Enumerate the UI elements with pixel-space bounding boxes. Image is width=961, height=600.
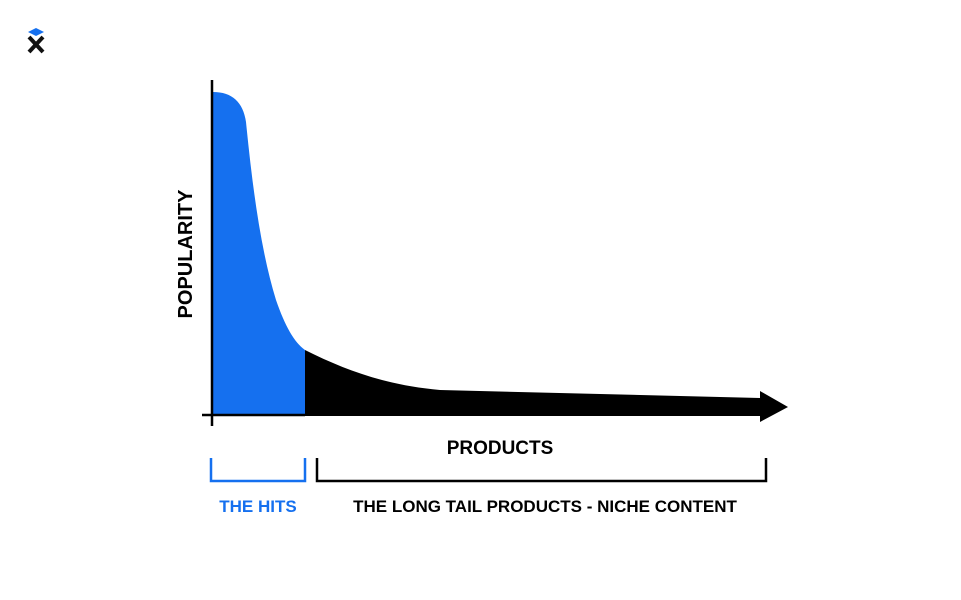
hits-label: THE HITS	[219, 497, 296, 516]
logo-x-stroke-2	[27, 35, 45, 54]
x-logo-icon	[27, 28, 45, 54]
long-tail-label: THE LONG TAIL PRODUCTS - NICHE CONTENT	[353, 497, 737, 516]
long-tail-area	[305, 350, 788, 422]
hits-area	[213, 92, 305, 415]
x-axis-label: PRODUCTS	[447, 438, 554, 459]
hits-bracket	[209, 458, 307, 483]
long-tail-bracket	[315, 458, 768, 483]
logo-cap	[28, 28, 44, 36]
y-axis-label: POPULARITY	[175, 189, 197, 319]
